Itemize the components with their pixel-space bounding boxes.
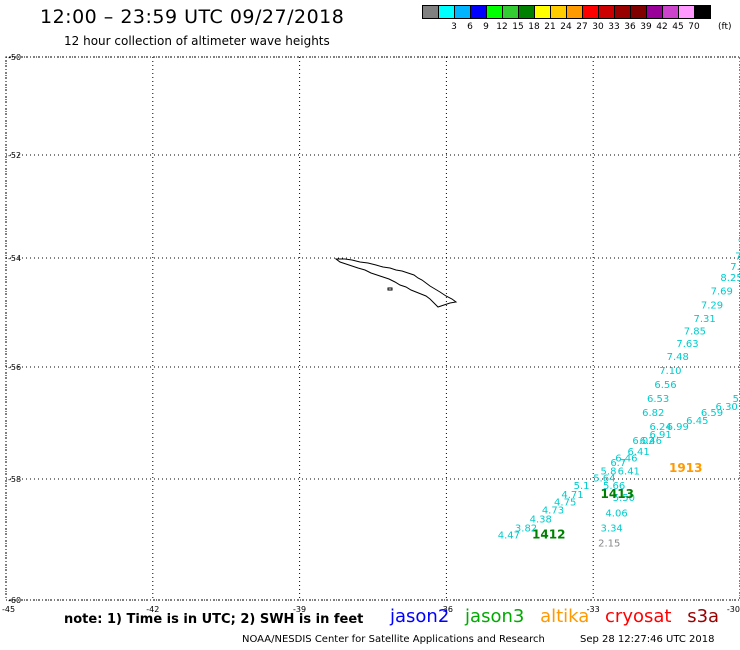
longitude-label: -45	[2, 605, 15, 614]
legend-label: 9	[483, 22, 489, 32]
pass-id: 1913	[669, 461, 702, 475]
longitude-label: -39	[293, 605, 306, 614]
legend-label: 15	[512, 22, 524, 32]
legend-swatch	[694, 5, 711, 19]
map-title: 12:00 – 23:59 UTC 09/27/2018	[40, 6, 345, 28]
satellite-jason3: jason3	[465, 606, 525, 627]
wave-height-value: 7.29	[701, 300, 723, 311]
legend-label: 21	[544, 22, 556, 32]
wave-height-value: 6.41	[618, 467, 640, 478]
map-subtitle: 12 hour collection of altimeter wave hei…	[64, 34, 330, 48]
legend-labels: 3 6 9 12 15 18 21 24 27 30 33 36 39 42 45 70	[422, 22, 740, 34]
pass-ids: 1913 1413 1412	[532, 461, 702, 542]
wave-height-value: 6.91	[649, 430, 671, 441]
credit-line: NOAA/NESDIS Center for Satellite Applica…	[242, 634, 545, 645]
wave-height-value: 7.63	[676, 339, 698, 350]
legend-label: 39	[640, 22, 652, 32]
wave-height-value: 5.50	[613, 493, 635, 504]
pass-id: 1412	[532, 528, 565, 542]
longitude-label: -42	[146, 605, 159, 614]
wave-height-value: 8.25	[720, 273, 740, 284]
wave-height-value: 5.5	[733, 394, 740, 405]
wave-height-value: 4.71	[561, 490, 583, 501]
legend-label: 24	[560, 22, 572, 32]
wave-height-values: 7.7.87.588.25 7.69 7.29 7.317.85 7.63 7.48 7.1…	[498, 239, 740, 550]
wave-height-value: 6.53	[647, 394, 669, 405]
wave-height-value: 6.7	[610, 458, 626, 469]
wave-height-value: 6.99	[667, 422, 689, 433]
wave-height-value: 2.15	[598, 539, 620, 550]
latitude-labels: -50 -52 -54 -56 -58 -60	[8, 53, 21, 605]
wave-height-value: 6.41	[627, 447, 649, 458]
legend-label: 12	[496, 22, 508, 32]
wave-height-value: 6.82	[642, 408, 664, 419]
legend-label: 18	[528, 22, 540, 32]
wave-height-value: 6.45	[686, 416, 708, 427]
wave-height-value: 4.38	[530, 514, 552, 525]
wave-height-value: 7.	[738, 239, 740, 250]
wave-height-value: 6.46	[640, 436, 662, 447]
legend-label: 70	[688, 22, 700, 32]
wave-height-value: 6.02	[632, 436, 654, 447]
latitude-label: -54	[8, 254, 21, 263]
pass-id: 1413	[601, 487, 634, 501]
longitude-label: -33	[587, 605, 600, 614]
wave-height-value: 5.1	[574, 481, 590, 492]
wave-height-value: 3.82	[515, 523, 537, 534]
legend-label: 3	[451, 22, 457, 32]
legend-label: 36	[624, 22, 636, 32]
satellite-altika: altika	[540, 606, 590, 627]
latitude-label: -58	[8, 475, 21, 484]
wave-height-value: 7.31	[694, 314, 716, 325]
wave-height-value: 4.06	[605, 508, 627, 519]
satellite-s3a: s3a	[687, 606, 720, 627]
wave-height-value: 3.34	[601, 523, 623, 534]
wave-height-value: 5.64	[593, 473, 615, 484]
wave-height-value: 7.8	[735, 251, 740, 262]
footer-note: note: 1) Time is in UTC; 2) SWH is in fe…	[64, 612, 364, 627]
wave-height-value: 5.66	[603, 481, 625, 492]
legend-unit: (ft)	[718, 22, 732, 32]
graticule	[5, 56, 740, 601]
legend-label: 6	[467, 22, 473, 32]
longitude-labels: -45 -42 -39 -36 -33 -30	[2, 605, 740, 614]
wave-height-value: 4.75	[554, 497, 576, 508]
wave-height-value: 6.24	[649, 422, 671, 433]
latitude-label: -52	[8, 151, 21, 160]
latitude-label: -60	[8, 596, 21, 605]
wave-height-value: 6.56	[654, 380, 676, 391]
legend-label: 33	[608, 22, 620, 32]
generation-timestamp: Sep 28 12:27:46 UTC 2018	[580, 634, 715, 645]
latitude-label: -56	[8, 363, 21, 372]
longitude-label: -36	[440, 605, 453, 614]
wave-height-value: 7.58	[730, 262, 740, 273]
wave-height-value: 7.48	[667, 352, 689, 363]
legend-label: 30	[592, 22, 604, 32]
longitude-label: -30	[727, 605, 740, 614]
wave-height-value: 5.8	[601, 467, 617, 478]
wave-height-value: 4.73	[542, 505, 564, 516]
wave-height-value: 6.30	[716, 402, 738, 413]
wave-height-value: 7.10	[659, 366, 681, 377]
latitude-label: -50	[8, 53, 21, 62]
satellite-jason2: jason2	[390, 606, 450, 627]
legend-label: 45	[672, 22, 684, 32]
south-georgia-island	[334, 258, 458, 308]
map-frame	[5, 56, 740, 601]
legend-swatches	[422, 5, 740, 19]
satellite-legend: jason2 jason3 altika cryosat s3a	[390, 606, 729, 627]
color-legend: 3 6 9 12 15 18 21 24 27 30 33 36 39 42 45 70 (ft)	[422, 5, 740, 34]
legend-label: 27	[576, 22, 588, 32]
wave-height-value: 6.59	[701, 408, 723, 419]
satellite-cryosat: cryosat	[605, 606, 672, 627]
wave-height-value: 7.69	[711, 287, 733, 298]
wave-height-value: 7.85	[684, 326, 706, 337]
wave-height-value: 4.47	[498, 531, 520, 542]
legend-label: 42	[656, 22, 668, 32]
wave-height-value: 6.46	[615, 454, 637, 465]
